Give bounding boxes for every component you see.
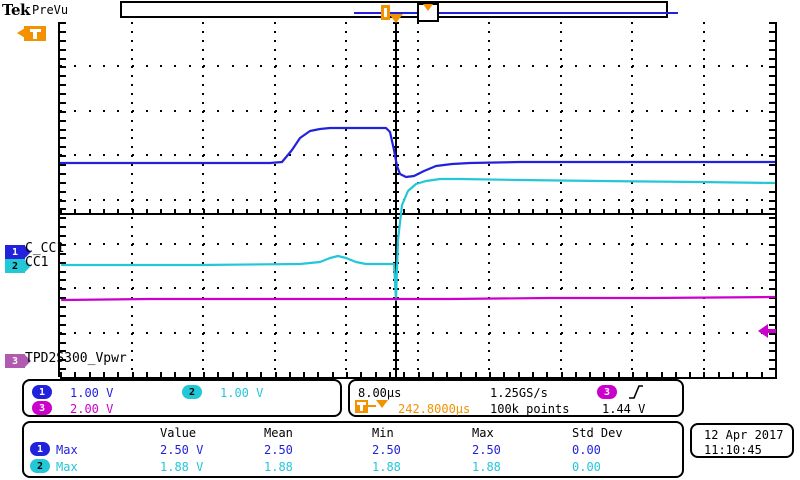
ch3-ground-reference-arrow-icon[interactable]	[758, 324, 768, 338]
ch1-scale-value: 1.00 V	[70, 386, 114, 400]
tek-logo: Tek	[2, 1, 30, 19]
prevu-overview-trace	[354, 12, 678, 14]
measurement-row-1-name: Max	[56, 443, 78, 457]
measurement-row-1-mean: 2.50	[264, 443, 293, 457]
datetime-box: 12 Apr 2017 11:10:45	[690, 423, 794, 458]
date-label: 12 Apr 2017	[704, 428, 784, 442]
measurement-col-value: Value	[160, 426, 197, 440]
measurement-table[interactable]: Value Mean Min Max Std Dev 1 Max 2.50 V …	[22, 421, 684, 478]
channel-badge-3[interactable]: 3	[5, 354, 31, 368]
time-label: 11:10:45	[704, 443, 762, 457]
rising-edge-slope-icon	[629, 385, 643, 399]
channel-label-3: TPD2S300_Vpwr	[25, 351, 127, 366]
channel-label-1: C_CC1	[25, 241, 65, 256]
channel-badge-2-num: 2	[11, 260, 19, 272]
ch1-scale-badge[interactable]: 1	[32, 385, 52, 399]
trace-cc1	[60, 177, 775, 302]
measurement-row-2-value: 1.88 V	[160, 460, 204, 474]
measurement-row-1-stddev: 0.00	[572, 443, 601, 457]
measurement-col-max: Max	[472, 426, 494, 440]
trigger-delay-arrow-icon	[376, 400, 388, 408]
ch1-scale-badge-num: 1	[38, 386, 46, 398]
measurement-row-2-ch: 2	[36, 460, 44, 472]
ch3-scale-value: 2.00 V	[70, 402, 114, 416]
measurement-row-2-stddev: 0.00	[572, 460, 601, 474]
trigger-delay-arrow-line	[368, 405, 376, 407]
channel-badge-1[interactable]: 1	[5, 245, 31, 259]
measurement-row-1-value: 2.50 V	[160, 443, 204, 457]
graticule-bottom-border	[60, 377, 777, 379]
measurement-row-2-mean: 1.88	[264, 460, 293, 474]
timebase-trigger-box[interactable]: 8.00µs 1.25GS/s 3 242.8000µs 100k points…	[348, 379, 684, 417]
trigger-position-marker-icon[interactable]	[381, 5, 390, 20]
trigger-source-num: 3	[603, 386, 611, 398]
record-length: 100k points	[490, 402, 570, 416]
graticule-center-vertical-axis	[395, 22, 397, 377]
measurement-row-1-max: 2.50	[472, 443, 501, 457]
measurement-row-1-min: 2.50	[372, 443, 401, 457]
waveform-traces	[60, 126, 775, 302]
channel-badge-1-num: 1	[11, 246, 19, 258]
ch3-ground-reference-tail	[768, 329, 776, 333]
measurement-row-2-badge[interactable]: 2	[30, 459, 50, 473]
measurement-row-2-min: 1.88	[372, 460, 401, 474]
ch2-scale-value: 1.00 V	[220, 386, 264, 400]
measurement-row-1-badge[interactable]: 1	[30, 442, 50, 456]
trace-tpd2s300-vpwr	[60, 295, 775, 302]
measurement-col-mean: Mean	[264, 426, 293, 440]
ch3-scale-badge-num: 3	[38, 402, 46, 414]
ch2-scale-badge-num: 2	[188, 386, 196, 398]
channel-badge-2[interactable]: 2	[5, 259, 31, 273]
ch3-scale-badge[interactable]: 3	[32, 401, 52, 415]
trace-c-cc1	[60, 126, 775, 179]
channel-settings-box[interactable]: 1 1.00 V 2 1.00 V 3 2.00 V	[22, 379, 342, 417]
channel-label-2: CC1	[25, 255, 49, 270]
measurement-row-2-name: Max	[56, 460, 78, 474]
trigger-level-marker-icon[interactable]	[24, 26, 46, 41]
measurement-col-stddev: Std Dev	[572, 426, 623, 440]
zoom-window-triangle-icon	[423, 4, 433, 11]
trigger-delay-marker-icon	[355, 400, 368, 413]
prevu-mode-label: PreVu	[32, 3, 69, 17]
trigger-level-value: 1.44 V	[602, 402, 646, 416]
channel-badge-3-num: 3	[11, 355, 19, 367]
measurement-row-1-ch: 1	[36, 443, 44, 455]
measurement-col-min: Min	[372, 426, 394, 440]
trigger-point-triangle-icon[interactable]	[389, 14, 403, 23]
sample-rate: 1.25GS/s	[490, 386, 548, 400]
graticule-center-horizontal-axis	[60, 213, 775, 215]
timebase-scale: 8.00µs	[358, 386, 402, 400]
graticule-left-border	[58, 22, 60, 377]
trigger-source-badge[interactable]: 3	[597, 385, 617, 399]
measurement-row-2-max: 1.88	[472, 460, 501, 474]
waveform-graticule[interactable]	[58, 22, 777, 379]
ch2-scale-badge[interactable]: 2	[182, 385, 202, 399]
trigger-delay-value: 242.8000µs	[398, 402, 471, 416]
trigger-level-arrow-icon	[17, 28, 25, 38]
